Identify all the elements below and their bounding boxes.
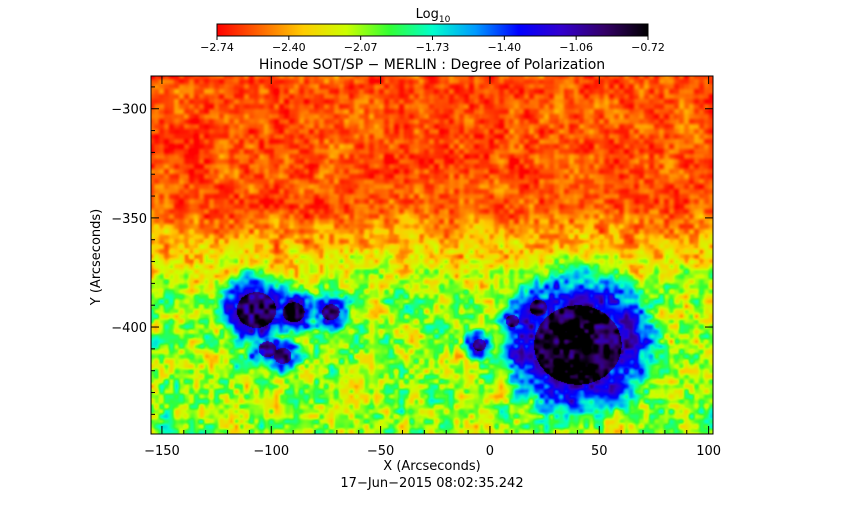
colorbar-tick-label: −0.72 [631,41,665,54]
y-axis: −300 −350 −400 [111,86,713,415]
y-axis-label: Y (Arcseconds) [89,209,104,306]
colorbar-tick-label: −1.40 [487,41,521,54]
colorbar-ticks: −2.74 −2.40 −2.07 −1.73 −1.40 −1.06 −0.72 [200,36,665,54]
colorbar-tick-label: −1.73 [416,41,450,54]
x-tick-label: 0 [486,444,494,459]
plot-frame [150,75,714,435]
chart-title: Hinode SOT/SP − MERLIN : Degree of Polar… [259,57,605,73]
x-tick-label: −100 [253,444,289,459]
colorbar: Log10 −2.74 −2.40 −2.07 −1.73 −1.40 −1.06 −0.7… [200,7,665,54]
x-tick-label: 100 [696,444,721,459]
y-tick-label: −300 [111,103,147,118]
colorbar-tick-label: −2.74 [200,41,234,54]
timestamp: 17−Jun−2015 08:02:35.242 [340,476,523,491]
y-tick-label: −400 [111,321,147,336]
x-axis-label: X (Arcseconds) [383,459,480,474]
heatmap-image [151,76,713,434]
x-tick-label: −150 [144,444,180,459]
x-axis: −150 −100 −50 0 50 100 [144,76,721,459]
colorbar-tick-label: −1.06 [559,41,593,54]
colorbar-tick-label: −2.40 [272,41,306,54]
x-tick-label: −50 [367,444,394,459]
colorbar-gradient [216,23,649,37]
colorbar-tick-label: −2.07 [344,41,378,54]
x-tick-label: 50 [591,444,608,459]
y-tick-label: −350 [111,212,147,227]
colorbar-title: Log10 [416,7,451,25]
